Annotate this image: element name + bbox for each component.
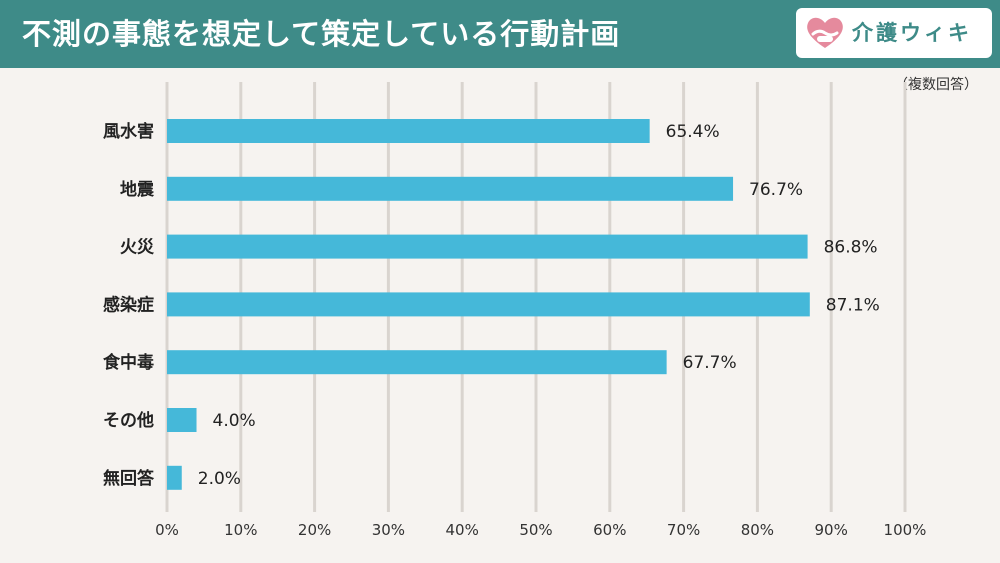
bar xyxy=(167,465,182,490)
x-tick-label: 90% xyxy=(815,521,848,539)
bar xyxy=(167,234,808,259)
bar xyxy=(167,119,650,143)
category-label: 火災 xyxy=(120,238,155,258)
bar xyxy=(167,176,734,201)
x-tick-label: 0% xyxy=(155,521,179,539)
bar xyxy=(167,292,810,317)
data-label: 76.7% xyxy=(749,180,803,200)
data-label: 2.0% xyxy=(198,469,241,489)
data-label: 87.1% xyxy=(826,295,880,315)
category-label: その他 xyxy=(103,410,154,431)
x-tick-label: 70% xyxy=(667,521,700,539)
header-bar: 不測の事態を想定して策定している行動計画 介護ウィキ xyxy=(0,0,1000,68)
x-tick-label: 50% xyxy=(519,521,552,539)
bar xyxy=(167,408,197,432)
category-label: 地震 xyxy=(120,179,155,200)
x-tick-label: 60% xyxy=(593,521,626,539)
logo: 介護ウィキ xyxy=(796,8,992,58)
heart-hands-icon xyxy=(807,17,843,48)
x-tick-label: 80% xyxy=(741,521,774,539)
category-label: 無回答 xyxy=(103,468,155,489)
multiple-answer-note: （複数回答） xyxy=(894,77,978,93)
data-label: 86.8% xyxy=(824,238,878,258)
x-tick-label: 20% xyxy=(298,521,331,539)
x-tick-label: 30% xyxy=(372,521,405,539)
x-tick-label: 40% xyxy=(446,521,479,539)
page-title: 不測の事態を想定して策定している行動計画 xyxy=(22,17,621,51)
bar xyxy=(167,350,667,375)
category-label: 食中毒 xyxy=(103,352,154,373)
x-tick-label: 10% xyxy=(224,521,257,539)
category-label: 感染症 xyxy=(103,294,154,315)
logo-text: 介護ウィキ xyxy=(852,21,972,45)
data-label: 67.7% xyxy=(683,353,737,373)
category-label: 風水害 xyxy=(103,121,154,142)
data-label: 65.4% xyxy=(666,122,720,142)
x-tick-label: 100% xyxy=(884,521,927,539)
data-label: 4.0% xyxy=(213,411,256,431)
